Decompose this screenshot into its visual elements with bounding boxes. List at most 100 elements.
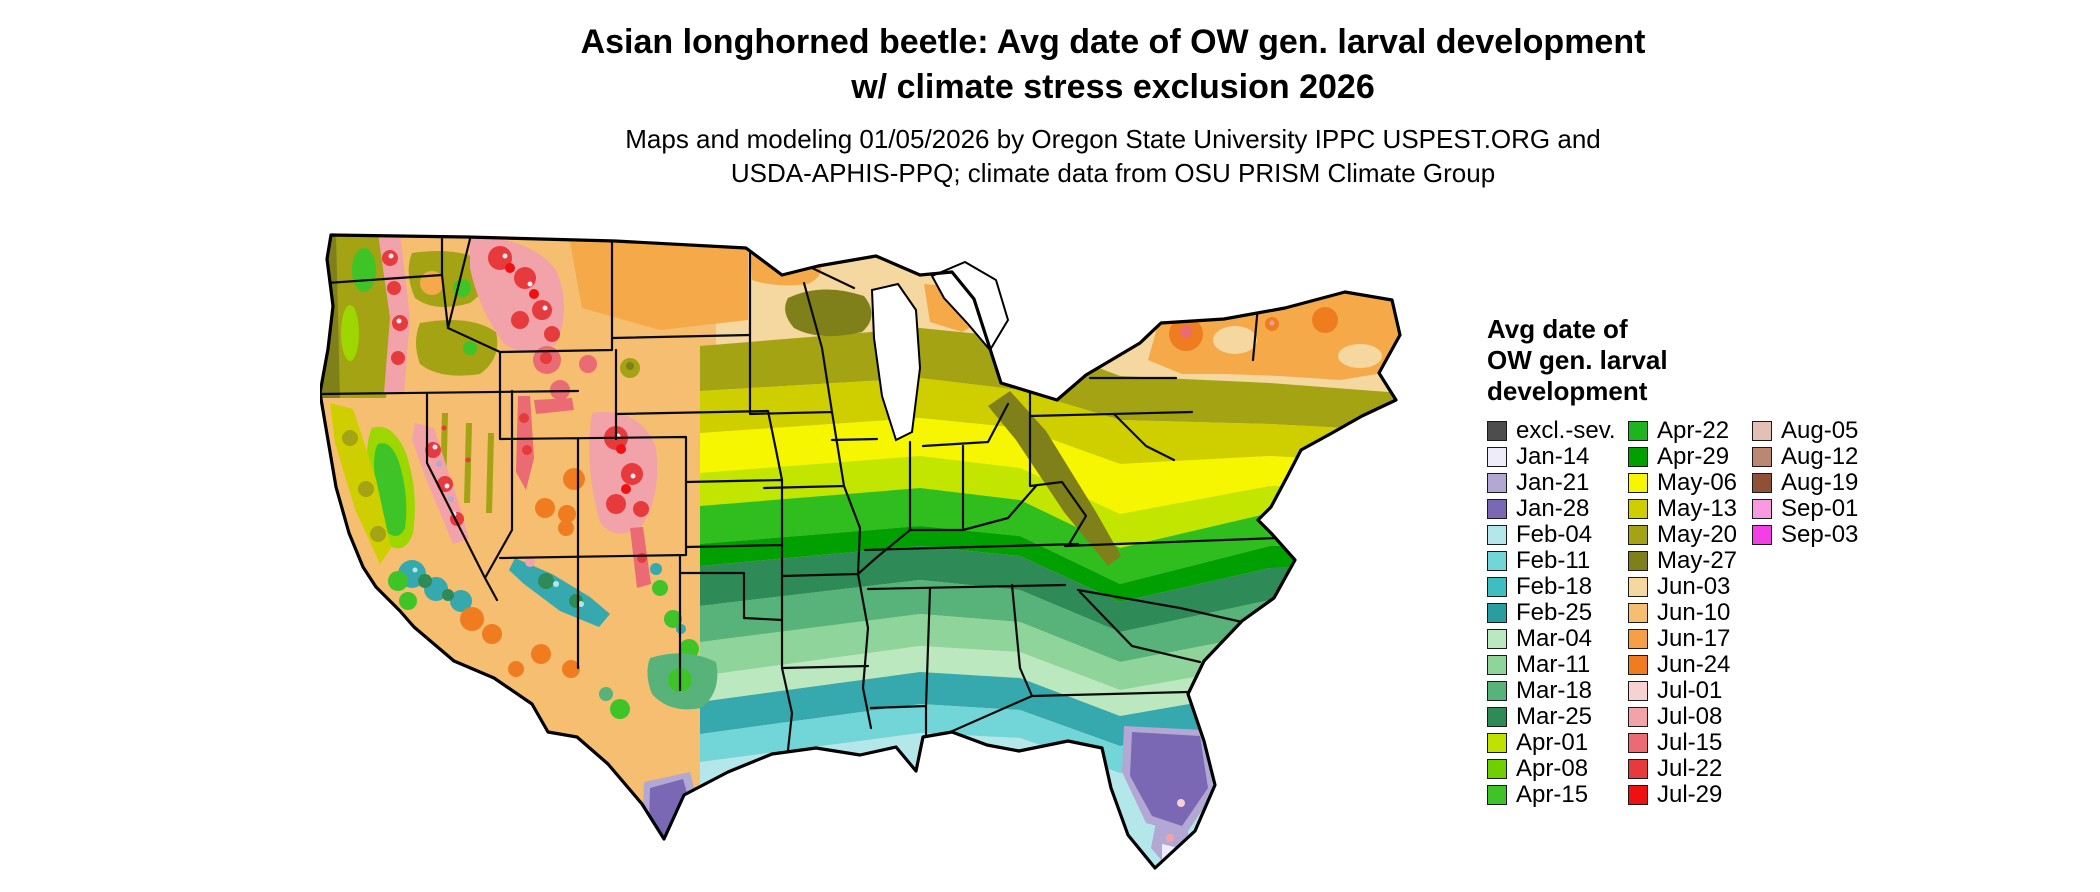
conus-map-svg <box>318 233 1402 870</box>
legend-entry: Mar-04 <box>1487 625 1628 652</box>
map-raster-layer <box>320 235 1400 868</box>
legend-swatch <box>1487 785 1507 805</box>
legend-entry: May-06 <box>1628 469 1752 496</box>
legend-swatch <box>1487 655 1507 675</box>
legend-entry: Apr-15 <box>1487 781 1628 808</box>
legend-label: Sep-01 <box>1781 495 1859 522</box>
legend-label: Feb-04 <box>1516 521 1593 548</box>
legend-label: Feb-18 <box>1516 573 1593 600</box>
state-borders <box>320 235 1280 752</box>
legend-label: Sep-03 <box>1781 521 1859 548</box>
legend-swatch <box>1628 629 1648 649</box>
subtitle-line-1: Maps and modeling 01/05/2026 by Oregon S… <box>625 124 1601 154</box>
legend-entry: Jan-21 <box>1487 469 1628 496</box>
page-title: Asian longhorned beetle: Avg date of OW … <box>140 20 2086 110</box>
legend-entry: Apr-01 <box>1487 729 1628 756</box>
legend-label: Jan-21 <box>1516 469 1590 496</box>
legend-label: Apr-01 <box>1516 729 1589 756</box>
legend-swatch <box>1628 759 1648 779</box>
legend-label: Feb-25 <box>1516 599 1593 626</box>
legend-entry: Jun-03 <box>1628 573 1752 600</box>
subtitle-line-2: USDA-APHIS-PPQ; climate data from OSU PR… <box>730 158 1496 188</box>
legend-swatch <box>1487 759 1507 779</box>
legend-entry: May-27 <box>1628 547 1752 574</box>
legend-swatch <box>1628 499 1648 519</box>
legend-entry: Feb-11 <box>1487 547 1628 574</box>
legend-swatch <box>1628 577 1648 597</box>
legend-column: Apr-22 Apr-29 May-06 May-13 May-20 May-27 Jun-… <box>1628 417 1752 808</box>
legend-label: Jul-22 <box>1657 755 1723 782</box>
legend-swatch <box>1487 421 1507 441</box>
legend-swatch <box>1752 447 1772 467</box>
legend-swatch <box>1487 733 1507 753</box>
legend-swatch <box>1487 447 1507 467</box>
legend-swatch <box>1752 525 1772 545</box>
legend-swatch <box>1628 525 1648 545</box>
legend-label: excl.-sev. <box>1516 417 1616 444</box>
legend-entry: Feb-04 <box>1487 521 1628 548</box>
legend-label: Jul-08 <box>1657 703 1723 730</box>
legend-entry: Apr-22 <box>1628 417 1752 444</box>
legend-entry: May-13 <box>1628 495 1752 522</box>
title-line-2: w/ climate stress exclusion 2026 <box>851 68 1375 106</box>
legend-label: Aug-05 <box>1781 417 1859 444</box>
legend-swatch <box>1752 499 1772 519</box>
legend-entry: Apr-08 <box>1487 755 1628 782</box>
legend-entry: Jan-14 <box>1487 443 1628 470</box>
legend-title: Avg date of OW gen. larval development <box>1487 314 1668 407</box>
us-outline <box>318 233 1402 870</box>
legend-swatch <box>1487 525 1507 545</box>
legend-label: Jun-03 <box>1657 573 1731 600</box>
legend-entry: Mar-18 <box>1487 677 1628 704</box>
legend-entry: Sep-01 <box>1752 495 1882 522</box>
legend-label: Jul-29 <box>1657 781 1723 808</box>
legend-entry: Apr-29 <box>1628 443 1752 470</box>
legend-label: Mar-11 <box>1516 651 1591 678</box>
legend-label: Mar-04 <box>1516 625 1593 652</box>
legend-label: May-06 <box>1657 469 1738 496</box>
legend-entry: excl.-sev. <box>1487 417 1628 444</box>
legend-entry: Jul-15 <box>1628 729 1752 756</box>
legend-entry: Mar-25 <box>1487 703 1628 730</box>
legend-swatch <box>1487 499 1507 519</box>
legend-entry: Jun-17 <box>1628 625 1752 652</box>
legend-swatch <box>1628 603 1648 623</box>
legend-label: Jul-01 <box>1657 677 1723 704</box>
legend-column: excl.-sev. Jan-14 Jan-21 Jan-28 Feb-04 Feb-11… <box>1487 417 1628 808</box>
legend-entry: Feb-25 <box>1487 599 1628 626</box>
legend-label: May-13 <box>1657 495 1738 522</box>
legend-swatch <box>1628 447 1648 467</box>
legend-label: Apr-22 <box>1657 417 1730 444</box>
legend-label: Mar-18 <box>1516 677 1593 704</box>
legend-entry: May-20 <box>1628 521 1752 548</box>
page-subtitle: Maps and modeling 01/05/2026 by Oregon S… <box>140 122 2086 190</box>
legend-swatch <box>1628 655 1648 675</box>
legend-entry: Jul-08 <box>1628 703 1752 730</box>
legend-swatch <box>1628 473 1648 493</box>
legend-entry: Jul-22 <box>1628 755 1752 782</box>
legend-swatch <box>1628 421 1648 441</box>
great-lakes <box>870 260 1010 442</box>
legend-entry: Jun-24 <box>1628 651 1752 678</box>
legend-entry: Feb-18 <box>1487 573 1628 600</box>
legend-column: Aug-05 Aug-12 Aug-19 Sep-01 Sep-03 <box>1752 417 1882 808</box>
legend-entry: Mar-11 <box>1487 651 1628 678</box>
legend-label: Feb-11 <box>1516 547 1591 574</box>
legend-title-line-2: OW gen. larval <box>1487 345 1668 375</box>
legend-title-line-1: Avg date of <box>1487 314 1628 344</box>
legend-label: Jan-14 <box>1516 443 1590 470</box>
legend-entry: Jan-28 <box>1487 495 1628 522</box>
legend-entry: Jul-29 <box>1628 781 1752 808</box>
legend-swatch <box>1628 733 1648 753</box>
legend-entry: Aug-19 <box>1752 469 1882 496</box>
legend-swatch <box>1628 681 1648 701</box>
legend-label: Aug-12 <box>1781 443 1859 470</box>
legend-label: Jan-28 <box>1516 495 1590 522</box>
legend-title-line-3: development <box>1487 376 1648 406</box>
us-development-date-map <box>318 228 1425 884</box>
legend-label: May-20 <box>1657 521 1738 548</box>
legend-label: May-27 <box>1657 547 1738 574</box>
title-line-1: Asian longhorned beetle: Avg date of OW … <box>580 23 1646 61</box>
legend-swatch <box>1752 421 1772 441</box>
legend-label: Jul-15 <box>1657 729 1723 756</box>
